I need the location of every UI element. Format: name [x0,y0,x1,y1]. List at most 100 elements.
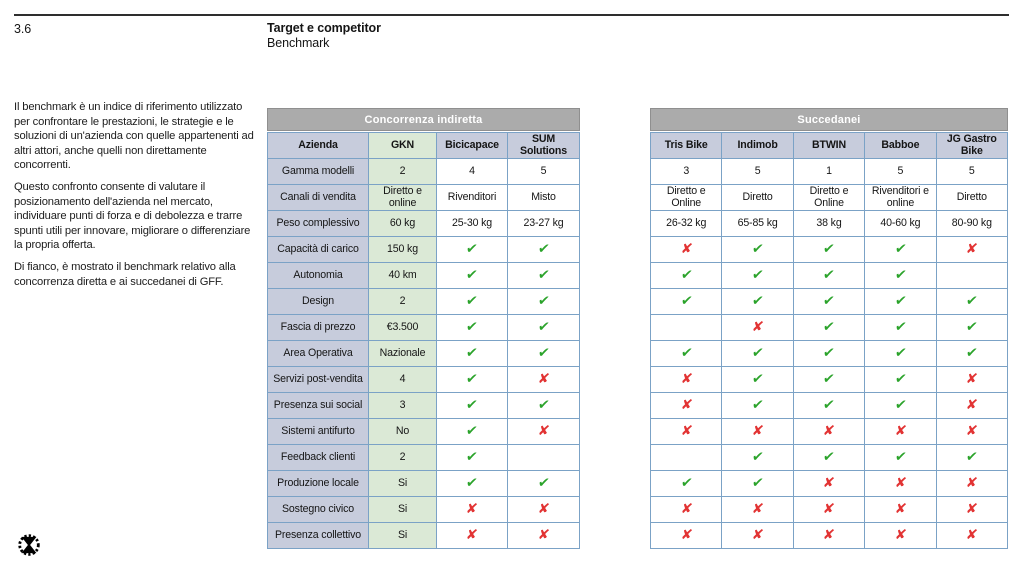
value-cell: ✘ [651,497,723,523]
row-label-cell: Fascia di prezzo [268,315,369,341]
check-icon: ✔ [893,267,908,284]
cross-icon: ✘ [750,319,765,336]
value-cell: 5 [508,159,580,185]
value-cell: 5 [865,159,937,185]
check-icon: ✔ [822,319,836,336]
table-succedanei: Succedanei Tris Bike Indimob BTWIN Babboe JG… [650,108,1008,549]
value-cell: Diretto [722,185,794,211]
value-cell: ✘ [722,315,794,341]
intro-paragraph: Questo confronto consente di valutare il… [14,180,251,252]
value-cell: 40 km [369,263,437,289]
check-icon: ✔ [822,371,836,388]
value-cell: Nazionale [369,341,437,367]
value-cell: ✘ [865,419,937,445]
value-cell: Rivenditori [437,185,508,211]
value-cell: Diretto [936,185,1008,211]
page-heading: Target e competitor Benchmark [267,21,381,51]
column-header-cell: Azienda [268,133,369,159]
value-cell: 60 kg [369,211,437,237]
value-cell: ✔ [865,445,937,471]
page-title: Target e competitor [267,21,381,35]
value-cell: ✔ [437,471,508,497]
value-cell: €3.500 [369,315,437,341]
check-icon: ✔ [822,241,836,258]
value-cell: ✘ [936,419,1008,445]
check-icon: ✔ [465,319,479,336]
cross-icon: ✘ [893,475,908,492]
row-label-cell: Sostegno civico [268,497,369,523]
value-cell: 26-32 kg [651,211,723,237]
check-icon: ✔ [750,371,765,388]
value-cell: ✘ [722,419,794,445]
value-cell: 5 [936,159,1008,185]
value-cell: ✘ [936,497,1008,523]
cross-icon: ✘ [750,501,765,518]
check-icon: ✔ [750,449,765,466]
cross-icon: ✘ [536,527,551,544]
cross-icon: ✘ [536,423,551,440]
check-icon: ✔ [822,293,836,310]
value-cell: Misto [508,185,580,211]
check-icon: ✔ [679,293,693,310]
page-subtitle: Benchmark [267,36,330,50]
check-icon: ✔ [965,293,979,310]
row-label-cell: Sistemi antifurto [268,419,369,445]
value-cell: ✔ [508,471,580,497]
cross-icon: ✘ [822,475,836,492]
cross-icon: ✘ [465,527,479,544]
value-cell [651,445,723,471]
row-label-cell: Autonomia [268,263,369,289]
check-icon: ✔ [893,241,908,258]
value-cell: 80-90 kg [936,211,1008,237]
value-cell: ✔ [651,289,723,315]
value-cell: ✔ [651,341,723,367]
value-cell: ✘ [722,523,794,549]
cross-icon: ✘ [822,423,836,440]
value-cell: ✔ [437,289,508,315]
value-cell: ✘ [936,393,1008,419]
value-cell: ✘ [651,367,723,393]
value-cell [936,263,1008,289]
value-cell: ✔ [722,393,794,419]
cross-icon: ✘ [965,397,979,414]
value-cell: ✔ [508,393,580,419]
check-icon: ✔ [750,345,765,362]
check-icon: ✔ [465,293,479,310]
value-cell: ✔ [865,341,937,367]
check-icon: ✔ [679,345,693,362]
cross-icon: ✘ [893,501,908,518]
column-header-cell: Tris Bike [651,133,723,159]
value-cell: 3 [651,159,723,185]
value-cell: ✔ [793,289,866,315]
intro-paragraph: Il benchmark è un indice di riferimento … [14,101,254,172]
check-icon: ✔ [465,345,479,362]
cross-icon: ✘ [965,527,979,544]
check-icon: ✔ [750,293,765,310]
cross-icon: ✘ [965,371,979,388]
value-cell: Si [369,471,437,497]
value-cell: ✘ [651,237,723,263]
value-cell: ✔ [508,237,580,263]
value-cell [651,315,723,341]
value-cell: ✘ [651,523,723,549]
value-cell: ✘ [793,471,866,497]
value-cell: ✔ [508,289,580,315]
value-cell: ✘ [936,471,1008,497]
check-icon: ✔ [536,345,551,362]
value-cell: ✘ [508,367,580,393]
value-cell: ✔ [865,263,937,289]
column-header-cell: Indimob [722,133,794,159]
value-cell: ✔ [793,315,866,341]
check-icon: ✔ [465,449,479,466]
value-cell: ✔ [722,341,794,367]
value-cell: 5 [722,159,794,185]
cross-icon: ✘ [679,501,693,518]
value-cell: ✔ [793,263,866,289]
value-cell: ✔ [508,263,580,289]
cross-icon: ✘ [536,371,551,388]
value-cell: ✔ [865,237,937,263]
intro-paragraph: Di fianco, è mostrato il benchmark relat… [14,260,236,288]
value-cell: ✘ [437,497,508,523]
cross-icon: ✘ [965,475,979,492]
intro-text-block: Il benchmark è un indice di riferimento … [14,100,258,296]
